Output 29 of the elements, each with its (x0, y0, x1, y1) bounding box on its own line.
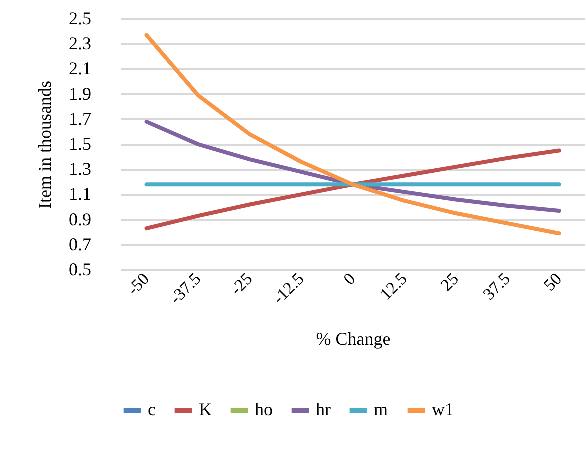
x-tick-label: -50 (124, 269, 154, 299)
legend-label: K (199, 400, 212, 420)
y-axis-title: Item in thousands (35, 81, 55, 209)
y-tick-label: 0.7 (69, 234, 92, 254)
x-tick-label: 37.5 (480, 269, 514, 304)
x-tick-label: 25 (437, 269, 462, 295)
y-tick-label: 1.1 (69, 184, 92, 204)
y-tick-label: 1.9 (69, 84, 92, 104)
x-tick-label: 12.5 (376, 269, 411, 304)
x-axis-title: % Change (316, 329, 391, 350)
line-series (144, 120, 562, 214)
line-series (144, 148, 562, 231)
x-tick-label: 0 (340, 269, 360, 289)
y-tick-label: 2.3 (69, 34, 92, 54)
y-tick-label: 1.3 (69, 159, 92, 180)
line-series (144, 33, 562, 236)
legend-label: m (374, 400, 388, 420)
x-tick-label: 50 (540, 269, 566, 295)
legend-label: hr (316, 400, 331, 420)
y-tick-label: 2.1 (69, 58, 92, 79)
y-tick-label: 0.5 (69, 260, 92, 280)
legend-label: w1 (432, 400, 454, 420)
y-tick-label: 1.7 (69, 108, 92, 129)
legend-label: c (148, 400, 156, 420)
x-tick-label: -25 (226, 269, 256, 299)
y-tick-label: 2.5 (69, 8, 92, 28)
legend-label: ho (255, 400, 273, 420)
y-tick-label: 1.5 (69, 134, 92, 154)
y-tick-label: 0.9 (69, 209, 92, 230)
